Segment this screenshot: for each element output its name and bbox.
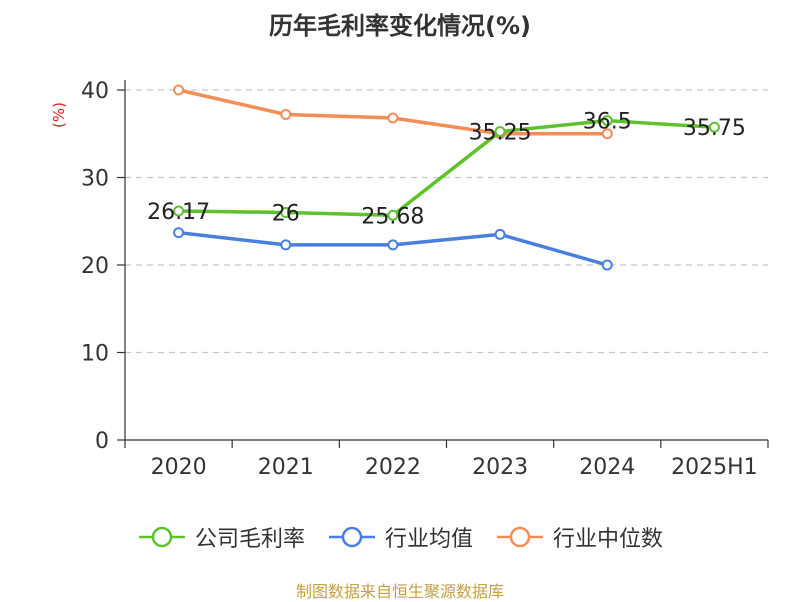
data-point [494,228,506,240]
legend-marker-icon [497,526,543,548]
data-point [387,112,399,124]
data-label: 26 [272,202,300,227]
x-tick-label: 2023 [472,455,528,480]
legend-item: 行业中位数 [495,521,663,553]
chart-title: 历年毛利率变化情况(%) [269,12,531,40]
legend-label: 公司毛利率 [194,527,305,552]
legend-marker-icon [328,526,375,548]
data-label: 25.68 [361,204,424,229]
data-point [387,239,399,251]
data-label: 35.25 [469,121,532,146]
data-labels: 26.17 26 25.68 35.25 36.5 35.75 [147,110,746,230]
data-point [708,121,720,133]
x-tick-label: 2024 [579,455,635,480]
y-tick-label: 20 [81,254,109,279]
legend-label: 行业均值 [384,527,473,552]
series-lines [173,84,720,271]
data-point [173,84,185,96]
data-point [387,209,399,221]
data-point [173,205,185,217]
data-label: 26.17 [147,200,210,225]
x-tick-label: 2021 [258,455,314,480]
y-tick-label: 30 [81,167,109,192]
data-point [494,126,506,138]
data-label: 36.5 [583,110,632,135]
data-point [601,259,613,271]
series-line [178,118,715,218]
legend: 公司毛利率 行业均值 行业中位数 [0,521,800,553]
legend-marker-icon [138,526,185,548]
data-point [601,128,613,140]
y-tick-label: 0 [95,429,109,454]
y-tick-label: 10 [81,342,109,367]
legend-item: 公司毛利率 [137,521,305,553]
x-tick-label: 2022 [365,455,421,480]
gridlines [125,89,768,354]
legend-item: 行业均值 [327,521,473,553]
data-point [173,227,185,239]
y-tick-label: 40 [81,79,109,104]
data-point [280,207,292,218]
axes: 0 10 20 30 40 2020 2021 2022 2023 2024 2025H1 [81,79,769,480]
data-point [280,109,292,120]
x-tick-label: 2020 [151,455,207,480]
data-label: 35.75 [683,116,746,141]
data-point [601,115,613,127]
legend-label: 行业中位数 [553,527,664,552]
x-tick-label: 2025H1 [671,455,758,480]
data-source-note: 制图数据来自恒生聚源数据库 [295,582,504,601]
data-point [280,239,292,251]
